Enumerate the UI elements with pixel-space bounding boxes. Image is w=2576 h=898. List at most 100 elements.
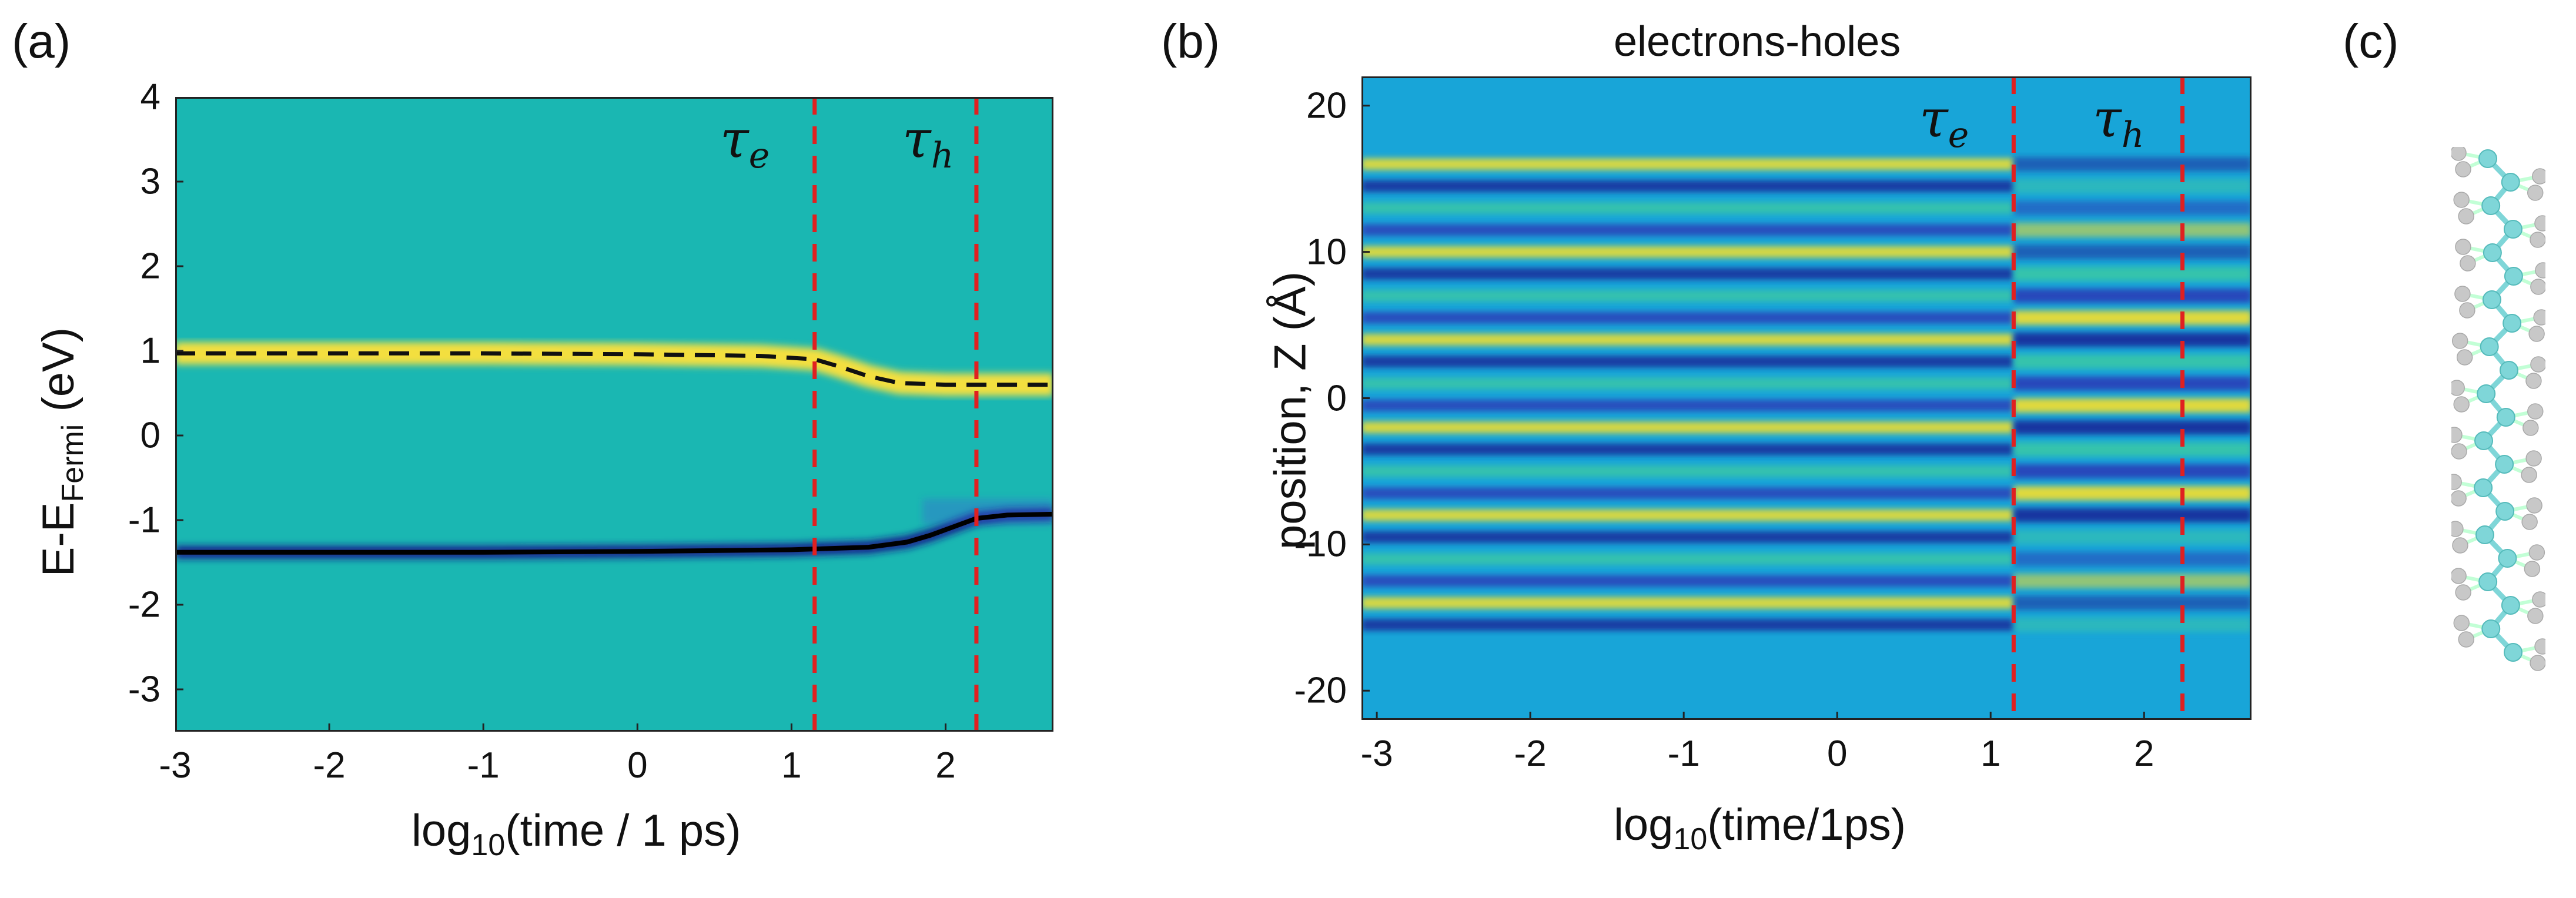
panel-b-xtick-label: 1 — [1980, 733, 2001, 774]
band-late — [2013, 244, 2252, 259]
molecule-hydrogen-atom — [2452, 537, 2468, 554]
band-early — [1361, 333, 2014, 346]
molecule-carbon-atom — [2495, 455, 2514, 474]
molecule-hydrogen-atom — [2453, 396, 2470, 413]
band-late — [2013, 442, 2252, 457]
panel-a-xtick-label: 1 — [781, 745, 802, 786]
panel-b-title: electrons-holes — [1614, 18, 1901, 65]
band-late — [2013, 376, 2252, 391]
band-late — [2013, 595, 2252, 610]
molecule-carbon-atom — [2474, 478, 2493, 497]
band-early — [1361, 531, 2014, 543]
band-early — [1361, 246, 2014, 258]
band-late — [2013, 530, 2252, 544]
panel-b-plot-area — [1361, 76, 2252, 720]
molecule-hydrogen-atom — [2451, 521, 2464, 537]
panel-b-tau-e-label: τe — [1919, 88, 1969, 156]
molecule-carbon-atom — [2499, 361, 2518, 380]
panel-a-xtick-label: 0 — [627, 745, 648, 786]
molecule-carbon-atom — [2504, 643, 2523, 662]
molecule-carbon-atom — [2495, 502, 2515, 521]
band-late — [2013, 266, 2252, 281]
band-late — [2013, 618, 2252, 632]
molecule-carbon-atom — [2503, 220, 2523, 239]
panel-a-xtick-label: -2 — [313, 745, 346, 786]
molecule-hydrogen-atom — [2456, 349, 2473, 366]
panel-a-ylabel: E-EFermi (eV) — [33, 327, 91, 577]
band-early — [1361, 224, 2014, 236]
molecule-hydrogen-atom — [2525, 450, 2542, 467]
molecule-hydrogen-atom — [2530, 279, 2545, 295]
band-late — [2013, 179, 2252, 193]
molecule-hydrogen-atom — [2455, 239, 2471, 255]
band-early — [1361, 202, 2014, 214]
molecule-hydrogen-atom — [2534, 638, 2545, 655]
molecule-hydrogen-atom — [2458, 208, 2474, 224]
molecule-hydrogen-atom — [2451, 333, 2468, 349]
molecule-hydrogen-atom — [2523, 420, 2539, 436]
molecule-hydrogen-atom — [2454, 286, 2471, 302]
molecule-carbon-atom — [2498, 549, 2517, 568]
band-late — [2013, 486, 2252, 501]
molecule-carbon-atom — [2496, 408, 2515, 427]
band-late — [2013, 574, 2252, 588]
band-early — [1361, 509, 2014, 521]
molecule-carbon-atom — [2481, 619, 2501, 638]
molecule-hydrogen-atom — [2459, 302, 2475, 319]
molecule-hydrogen-atom — [2458, 631, 2475, 648]
panel-label-b: (b) — [1161, 15, 1220, 68]
panel-a-xlabel: log10(time / 1 ps) — [412, 806, 741, 863]
molecule-hydrogen-atom — [2455, 584, 2471, 601]
molecule-carbon-atom — [2481, 196, 2501, 215]
molecule-hydrogen-atom — [2453, 615, 2470, 631]
molecule-hydrogen-atom — [2451, 443, 2467, 460]
molecule-carbon-atom — [2480, 337, 2499, 356]
band-early — [1361, 267, 2014, 280]
panel-a-xtick-label: 2 — [935, 745, 956, 786]
panel-b-xtick-label: 2 — [2134, 733, 2155, 774]
molecule-hydrogen-atom — [2533, 309, 2545, 326]
molecule-carbon-atom — [2501, 173, 2520, 192]
molecule-hydrogen-atom — [2528, 326, 2545, 342]
molecule-hydrogen-atom — [2460, 255, 2476, 272]
panel-a-ytick-label: -3 — [128, 669, 160, 710]
molecule-carbon-atom — [2503, 314, 2522, 333]
molecule-hydrogen-atom — [2453, 192, 2470, 208]
band-late — [2013, 310, 2252, 325]
panel-a-ytick-label: 1 — [140, 330, 160, 371]
molecule-hydrogen-atom — [2527, 185, 2544, 201]
band-early — [1361, 399, 2014, 411]
panel-a-ytick-label: -2 — [128, 584, 160, 625]
band-early — [1361, 356, 2014, 368]
molecule-hydrogen-atom — [2527, 608, 2544, 624]
panel-b-xtick-label: -3 — [1360, 733, 1393, 774]
molecule-hydrogen-atom — [2528, 544, 2545, 561]
panel-b-tau-h-label: τh — [2093, 88, 2145, 156]
molecule-carbon-atom — [2475, 525, 2494, 544]
molecule-hydrogen-atom — [2525, 373, 2542, 389]
panel-b-ylabel: position, Z (Å) — [1265, 271, 1316, 550]
molecule-carbon-atom — [2474, 431, 2494, 450]
panel-a-xtick-label: -3 — [159, 745, 192, 786]
lower-level-halo — [922, 499, 1053, 525]
band-late — [2013, 420, 2252, 435]
molecule-hydrogen-atom — [2526, 497, 2542, 514]
band-late — [2013, 332, 2252, 347]
panel-b-ytick-label: 0 — [1326, 378, 1347, 418]
panel-a-ytick-label: -1 — [128, 500, 160, 541]
panel-a-tau-e-label: τe — [720, 109, 770, 176]
band-late — [2013, 552, 2252, 567]
panel-a-ytick-label: 0 — [140, 415, 160, 456]
band-early — [1361, 377, 2014, 390]
panel-b-axes-frame — [1361, 76, 2252, 720]
molecule-hydrogen-atom — [2530, 655, 2545, 671]
molecule-hydrogen-atom — [2451, 490, 2467, 507]
molecule-hydrogen-atom — [2451, 568, 2467, 584]
band-late — [2013, 289, 2252, 303]
panel-a-ytick-label: 4 — [140, 76, 160, 118]
band-late — [2013, 508, 2252, 522]
panel-a-tau-h-label: τh — [902, 109, 954, 176]
band-early — [1361, 158, 2014, 170]
molecule-hydrogen-atom — [2521, 467, 2537, 483]
